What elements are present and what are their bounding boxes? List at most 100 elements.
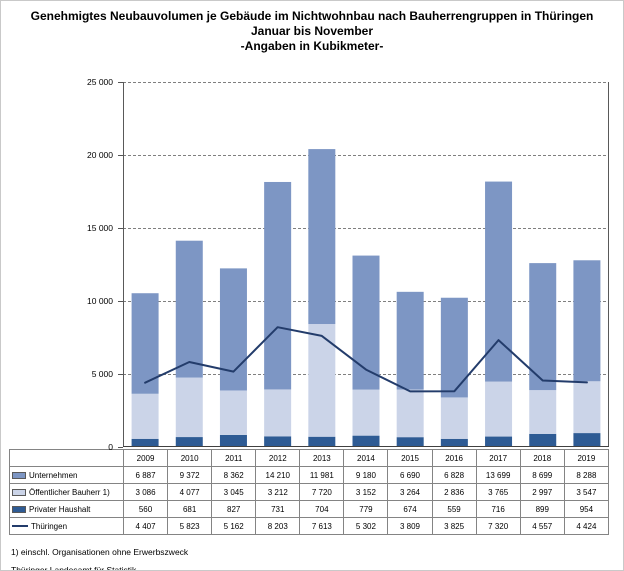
value-cell: 6 887 xyxy=(122,466,169,484)
chart-title: Genehmigtes Neubauvolumen je Gebäude im … xyxy=(30,9,594,23)
bar-segment-öffentlicher-bauherr-1 xyxy=(440,397,468,439)
value-cell: 3 765 xyxy=(475,483,521,501)
table-row-unternehmen: Unternehmen 6 887 9 372 8 362 14 210 11 981 9 … xyxy=(9,466,610,484)
table-corner-cell xyxy=(9,449,124,467)
legend-key-unternehmen xyxy=(12,471,26,479)
year-header: 2011 xyxy=(211,449,257,467)
bar-segment-öffentlicher-bauherr-1 xyxy=(485,381,513,437)
series-label: Privater Haushalt xyxy=(29,504,91,514)
value-cell: 3 086 xyxy=(122,483,169,501)
bar-segment-privater-haushalt xyxy=(175,437,203,447)
series-label-cell: Öffentlicher Bauherr 1) xyxy=(9,483,124,501)
value-cell: 3 152 xyxy=(343,483,389,501)
y-axis-label: 20 000 xyxy=(87,150,113,160)
thueringen-line xyxy=(144,326,588,393)
bar-segment-unternehmen xyxy=(308,149,336,325)
bar-segment-unternehmen xyxy=(396,291,424,390)
y-axis-tick xyxy=(118,228,123,229)
footnote: 1) einschl. Organisationen ohne Erwerbsz… xyxy=(11,547,189,557)
legend-key-thüringen xyxy=(12,525,28,528)
bar-segment-öffentlicher-bauherr-1 xyxy=(308,324,336,437)
year-header: 2018 xyxy=(519,449,565,467)
chart-units-note: -Angaben in Kubikmeter- xyxy=(240,39,384,53)
year-header: 2014 xyxy=(343,449,389,467)
series-label-cell: Privater Haushalt xyxy=(9,500,124,518)
value-cell: 9 372 xyxy=(167,466,213,484)
data-table: 2009 2010 2011 2012 2013 2014 2015 2016 2017 2018… xyxy=(9,449,610,535)
bar-segment-öffentlicher-bauherr-1 xyxy=(529,390,557,434)
series-label-cell: Unternehmen xyxy=(9,466,124,484)
y-axis-label: 5 000 xyxy=(91,369,113,379)
chart-subtitle: Januar bis November xyxy=(250,24,374,38)
bar-segment-privater-haushalt xyxy=(264,436,292,447)
value-cell: 8 362 xyxy=(211,466,257,484)
value-cell: 3 825 xyxy=(431,517,477,535)
bar-segment-öffentlicher-bauherr-1 xyxy=(264,389,292,437)
value-cell: 11 981 xyxy=(299,466,345,484)
bar-segment-privater-haushalt xyxy=(573,433,601,447)
bar-segment-privater-haushalt xyxy=(352,435,380,447)
value-cell: 674 xyxy=(387,500,433,518)
value-cell: 899 xyxy=(519,500,565,518)
value-cell: 3 547 xyxy=(563,483,610,501)
value-cell: 3 264 xyxy=(387,483,433,501)
y-axis-tick xyxy=(118,374,123,375)
table-row-öffentlicher-bauherr-1: Öffentlicher Bauherr 1) 3 086 4 077 3 045 3 … xyxy=(9,483,610,501)
value-cell: 6 690 xyxy=(387,466,433,484)
value-cell: 4 424 xyxy=(563,517,610,535)
y-axis-label: 25 000 xyxy=(87,77,113,87)
bar-segment-privater-haushalt xyxy=(396,437,424,447)
value-cell: 2 997 xyxy=(519,483,565,501)
series-label: Öffentlicher Bauherr 1) xyxy=(29,487,110,497)
value-cell: 560 xyxy=(122,500,169,518)
y-axis-tick xyxy=(118,447,123,448)
value-cell: 5 162 xyxy=(211,517,257,535)
value-cell: 4 407 xyxy=(122,517,169,535)
value-cell: 4 557 xyxy=(519,517,565,535)
bar-segment-unternehmen xyxy=(175,240,203,378)
bar-segment-öffentlicher-bauherr-1 xyxy=(396,389,424,438)
series-label: Unternehmen xyxy=(29,470,78,480)
source-label: Thüringer Landesamt für Statistik xyxy=(11,565,137,571)
table-row-thüringen: Thüringen 4 407 5 823 5 162 8 203 7 613 5 302 3… xyxy=(9,517,610,535)
y-axis-tick xyxy=(118,155,123,156)
year-header: 2013 xyxy=(299,449,345,467)
value-cell: 704 xyxy=(299,500,345,518)
bar-segment-unternehmen xyxy=(440,297,468,398)
bar-segment-unternehmen xyxy=(264,181,292,390)
value-cell: 5 302 xyxy=(343,517,389,535)
series-label: Thüringen xyxy=(31,521,68,531)
value-cell: 3 045 xyxy=(211,483,257,501)
y-axis-tick xyxy=(118,82,123,83)
year-header: 2015 xyxy=(387,449,433,467)
value-cell: 3 809 xyxy=(387,517,433,535)
value-cell: 6 828 xyxy=(431,466,477,484)
value-cell: 4 077 xyxy=(167,483,213,501)
value-cell: 731 xyxy=(255,500,301,518)
bar-segment-unternehmen xyxy=(529,263,557,391)
year-header-row: 2009 2010 2011 2012 2013 2014 2015 2016 2017 2018… xyxy=(9,449,610,467)
y-axis-label: 0 xyxy=(108,442,113,452)
bar-segment-privater-haushalt xyxy=(219,434,247,447)
value-cell: 14 210 xyxy=(255,466,301,484)
plot-region: 0 5 000 10 000 15 000 20 000 25 000 xyxy=(1,76,623,452)
bar-segment-privater-haushalt xyxy=(485,436,513,447)
bar-segment-unternehmen xyxy=(131,293,159,394)
value-cell: 779 xyxy=(343,500,389,518)
plot-svg xyxy=(123,82,609,447)
bar-segment-unternehmen xyxy=(352,255,380,390)
legend-key-öffentlicher-bauherr-1 xyxy=(12,488,26,496)
year-header: 2016 xyxy=(431,449,477,467)
value-cell: 8 699 xyxy=(519,466,565,484)
value-cell: 5 823 xyxy=(167,517,213,535)
bar-segment-öffentlicher-bauherr-1 xyxy=(573,381,601,434)
bar-segment-öffentlicher-bauherr-1 xyxy=(352,389,380,436)
y-axis-label: 15 000 xyxy=(87,223,113,233)
bar-segment-privater-haushalt xyxy=(529,433,557,447)
table-row-privater-haushalt: Privater Haushalt 560 681 827 731 704 779 674 55… xyxy=(9,500,610,518)
year-header: 2012 xyxy=(255,449,301,467)
value-cell: 3 212 xyxy=(255,483,301,501)
year-header: 2017 xyxy=(475,449,521,467)
value-cell: 8 203 xyxy=(255,517,301,535)
